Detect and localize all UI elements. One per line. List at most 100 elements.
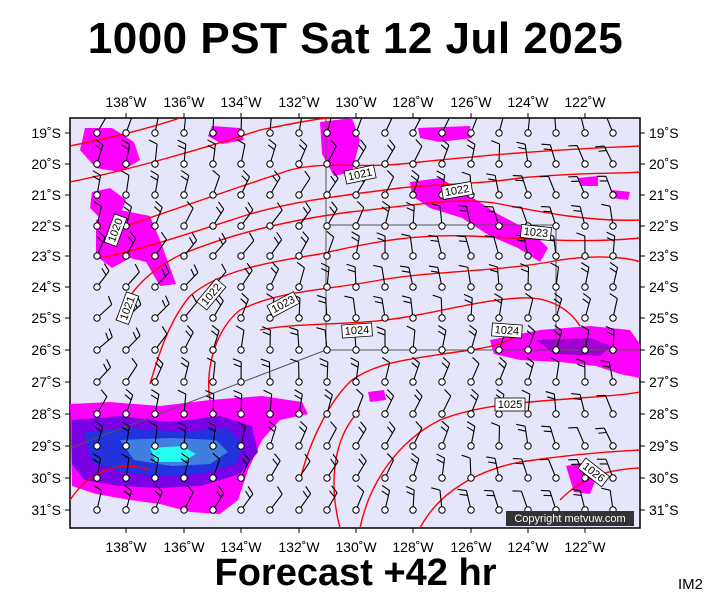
wind-barb bbox=[406, 325, 417, 354]
longitude-label: 122˚W bbox=[564, 94, 606, 110]
wind-barb bbox=[235, 325, 245, 354]
isobar-line bbox=[70, 465, 151, 501]
wind-barb bbox=[295, 170, 311, 199]
wind-barb bbox=[93, 230, 106, 260]
wind-barb bbox=[352, 484, 365, 514]
wind-barb bbox=[524, 118, 532, 137]
wind-barb bbox=[552, 324, 563, 354]
wind-barb bbox=[122, 231, 137, 260]
wind-barb bbox=[151, 356, 164, 386]
wind-barb bbox=[399, 265, 417, 291]
longitude-label: 126˚W bbox=[450, 94, 492, 110]
wind-barb bbox=[151, 264, 170, 291]
wind-barb bbox=[93, 201, 102, 230]
wind-barb bbox=[373, 295, 389, 322]
wind-barb bbox=[381, 421, 396, 450]
wind-barb bbox=[180, 264, 199, 291]
isobar-label-1025: 1025 bbox=[494, 397, 526, 412]
wind-barb bbox=[488, 263, 503, 291]
wind-barb bbox=[120, 170, 130, 199]
wind-barb bbox=[352, 453, 367, 482]
wind-barb bbox=[568, 176, 589, 199]
wind-barb bbox=[516, 141, 532, 168]
wind-barb bbox=[122, 388, 134, 418]
copyright-badge: Copyright metvuw.com bbox=[506, 511, 634, 526]
isobar-label-1022-top: 1022 bbox=[440, 181, 474, 200]
wind-barb bbox=[609, 262, 619, 291]
wind-barb bbox=[401, 295, 417, 322]
wind-barb bbox=[323, 118, 332, 137]
wind-barb bbox=[237, 139, 246, 168]
wind-barb bbox=[150, 453, 160, 482]
wind-barb bbox=[209, 324, 220, 354]
wind-barb bbox=[512, 174, 532, 199]
wind-barb bbox=[344, 295, 360, 322]
wind-barb bbox=[316, 327, 331, 354]
wind-barb bbox=[467, 324, 478, 354]
wind-barb bbox=[323, 485, 338, 514]
wind-barb bbox=[266, 231, 283, 260]
wind-barb bbox=[266, 170, 281, 199]
wind-barb bbox=[206, 357, 217, 386]
latitude-label: 27˚S bbox=[31, 374, 61, 390]
wind-barb bbox=[571, 393, 589, 418]
latitude-label: 21˚S bbox=[31, 187, 61, 203]
wind-barb bbox=[237, 202, 254, 230]
wind-barb bbox=[209, 293, 224, 322]
wind-barb bbox=[93, 295, 113, 322]
latitude-label: 28˚S bbox=[649, 406, 679, 422]
wind-barb bbox=[545, 391, 560, 418]
wind-barb bbox=[609, 293, 618, 322]
wind-barb bbox=[437, 325, 447, 354]
wind-barb bbox=[512, 458, 532, 482]
wind-barb bbox=[237, 232, 255, 260]
isobar-label-1023-right: 1023 bbox=[519, 224, 552, 241]
wind-barb bbox=[122, 327, 141, 354]
svg-text:1024: 1024 bbox=[494, 324, 519, 338]
wind-barb bbox=[180, 485, 194, 514]
wind-barb bbox=[571, 204, 589, 230]
wind-barb bbox=[209, 232, 227, 260]
wind-barb bbox=[568, 145, 589, 168]
wind-barb bbox=[381, 357, 391, 386]
longitude-label: 132˚W bbox=[278, 94, 320, 110]
wind-barb bbox=[438, 420, 450, 450]
wind-barb bbox=[550, 262, 560, 291]
isobar-line bbox=[208, 256, 640, 401]
wind-barb bbox=[595, 427, 617, 450]
wind-barb bbox=[600, 360, 617, 386]
wind-barb bbox=[151, 118, 159, 137]
wind-barb bbox=[177, 421, 188, 450]
wind-barb bbox=[180, 170, 190, 199]
wind-barb bbox=[467, 356, 480, 386]
wind-barb bbox=[237, 421, 246, 450]
wind-barb bbox=[352, 421, 367, 450]
wind-barb bbox=[237, 118, 245, 137]
wind-barb bbox=[438, 356, 451, 386]
wind-barb bbox=[409, 356, 420, 386]
wind-barb bbox=[209, 452, 221, 482]
longitude-label: 130˚W bbox=[335, 539, 377, 555]
wind-barb bbox=[438, 389, 452, 418]
wind-barb bbox=[180, 232, 198, 260]
wind-barb bbox=[568, 427, 589, 450]
wind-barb bbox=[580, 325, 590, 354]
wind-barb bbox=[467, 118, 478, 137]
wind-barb bbox=[233, 390, 245, 418]
wind-barb bbox=[428, 234, 446, 260]
wind-barb bbox=[486, 173, 503, 199]
wind-barb bbox=[381, 118, 393, 137]
svg-text:Copyright metvuw.com: Copyright metvuw.com bbox=[514, 513, 625, 525]
latitude-label: 23˚S bbox=[31, 248, 61, 264]
wind-barb bbox=[266, 262, 280, 291]
map-axes: 138˚W 138˚W 136˚W 136˚W 134˚W 134˚W 132˚W 132˚W… bbox=[31, 94, 678, 555]
wind-barb bbox=[491, 140, 503, 168]
wind-barb bbox=[207, 139, 217, 168]
wind-barb bbox=[151, 231, 167, 260]
wind-barb bbox=[524, 293, 534, 322]
wind-barb bbox=[409, 389, 423, 418]
wind-barb bbox=[316, 294, 331, 322]
wind-barb bbox=[122, 484, 133, 514]
wind-barb bbox=[524, 324, 536, 354]
